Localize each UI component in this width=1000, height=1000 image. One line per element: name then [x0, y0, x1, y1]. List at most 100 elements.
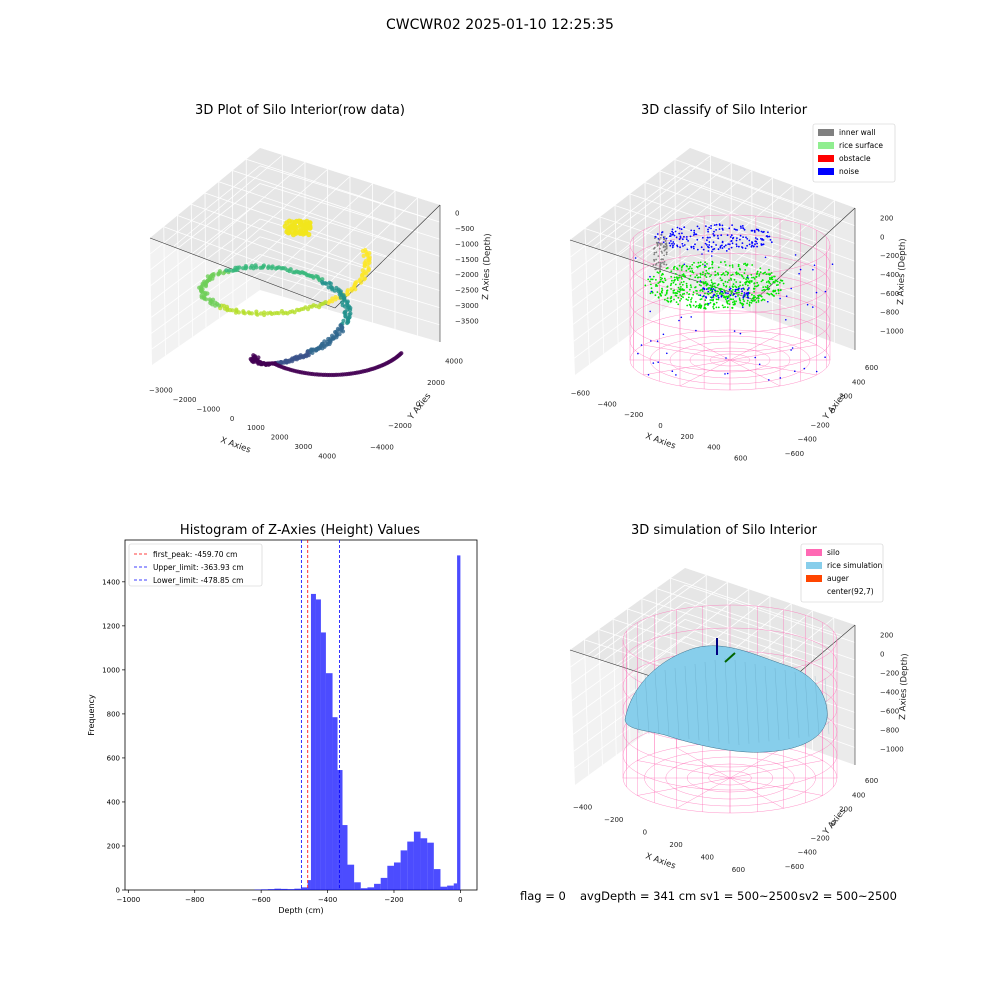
classify-z-tick-label: −600 [880, 290, 899, 298]
raw-z-axis-label: Z Axies (Depth) [481, 233, 493, 300]
noise-point [769, 239, 772, 241]
histogram-bar [400, 850, 408, 890]
noise-point [672, 244, 674, 247]
noise-point [742, 306, 744, 308]
inner-wall-point [656, 244, 659, 247]
noise-point [683, 226, 686, 229]
raw-point [199, 293, 204, 298]
noise-point [683, 244, 686, 246]
rice-surface-point [690, 301, 692, 303]
inner-wall-point [656, 243, 659, 246]
classify-y-tick-label: 0 [831, 407, 835, 415]
noise-point [672, 233, 674, 236]
rice-surface-point [739, 301, 742, 304]
rice-surface-point [748, 301, 751, 304]
rice-surface-point [732, 298, 734, 301]
noise-point [748, 287, 750, 289]
rice-simulation-mesh [634, 657, 830, 746]
raw-scatter-points [197, 218, 404, 378]
rice-surface-point [720, 273, 723, 276]
rice-surface-point [689, 270, 692, 273]
noise-point [719, 246, 722, 249]
raw-point [348, 307, 353, 313]
noise-point [755, 240, 758, 243]
rice-surface-point [768, 268, 770, 271]
rice-surface-point [680, 276, 683, 279]
rice-surface-point [718, 288, 721, 290]
inner-wall-point [659, 242, 661, 245]
noise-point [661, 231, 664, 233]
rice-surface-point [688, 303, 691, 306]
rice-surface-point [707, 304, 709, 306]
rice-surface-point [689, 288, 691, 291]
histogram-y-tick-label: 600 [107, 754, 120, 762]
raw-point [353, 287, 358, 292]
raw-point [211, 272, 216, 277]
histogram-bar [287, 889, 295, 890]
noise-point [734, 228, 737, 231]
histogram-bar [325, 673, 333, 890]
rice-surface-point [753, 278, 756, 280]
rice-surface-point [720, 261, 722, 264]
classify-x-tick-label: −600 [571, 389, 590, 397]
rice-surface-point [692, 293, 694, 296]
noise-point [634, 257, 637, 259]
raw-point [304, 221, 310, 227]
noise-point [743, 228, 746, 231]
rice-surface-point [750, 280, 753, 283]
inner-wall-point [653, 253, 656, 256]
noise-point [712, 288, 715, 290]
rice-surface-point [778, 281, 781, 284]
noise-point [785, 319, 787, 321]
noise-point [768, 379, 770, 381]
simulation-legend-swatch [806, 562, 822, 569]
noise-point [738, 245, 740, 248]
noise-point [637, 352, 639, 355]
rice-surface-point [670, 295, 673, 298]
noise-point [707, 245, 709, 248]
classify-z-axis-label: Z Axies (Depth) [896, 238, 908, 305]
rice-surface-point [677, 303, 680, 306]
noise-point [656, 233, 659, 235]
noise-point [705, 288, 708, 290]
rice-surface-point [717, 306, 720, 309]
raw-point [202, 279, 207, 284]
raw-point [345, 320, 350, 326]
rice-surface-point [680, 269, 683, 271]
noise-point [742, 236, 744, 238]
raw-point [210, 297, 216, 302]
inner-wall-point [664, 245, 666, 248]
rice-surface-point [763, 299, 766, 301]
rice-surface-point [742, 277, 745, 279]
rice-surface-point [689, 275, 692, 277]
rice-surface-point [747, 284, 749, 287]
rice-surface-point [716, 293, 718, 295]
raw-x-tick-label: −2000 [173, 396, 197, 404]
noise-point [692, 234, 695, 236]
noise-point [721, 224, 724, 227]
rice-surface-point [710, 279, 713, 281]
rice-surface-point [717, 266, 720, 269]
noise-point [710, 255, 713, 257]
rice-surface-point [764, 286, 767, 288]
noise-point [674, 230, 677, 233]
rice-surface-point [721, 279, 723, 281]
rice-surface-point [765, 273, 768, 276]
rice-surface-point [680, 286, 682, 288]
rice-surface-point [704, 273, 707, 275]
raw-y-tick-label: −4000 [370, 443, 394, 451]
noise-point [747, 276, 749, 279]
simulation-x-tick-label: 600 [732, 866, 745, 874]
rice-surface-point [752, 276, 755, 279]
rice-surface-point [686, 265, 688, 268]
inner-wall-point [660, 250, 663, 253]
noise-point [718, 223, 721, 225]
classify-legend-swatch [818, 129, 834, 136]
classify-y-axis-label: Y Axies [821, 391, 849, 423]
noise-point [708, 302, 710, 305]
rice-surface-point [774, 279, 777, 282]
rice-surface-point [697, 276, 700, 279]
rice-surface-point [711, 266, 714, 269]
noise-point [685, 238, 688, 241]
rice-surface-point [682, 264, 684, 267]
